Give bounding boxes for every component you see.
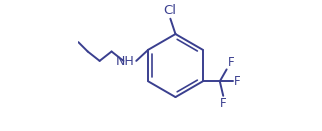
Text: NH: NH [116, 55, 134, 68]
Text: F: F [233, 75, 240, 88]
Text: F: F [220, 97, 227, 110]
Text: F: F [227, 56, 234, 69]
Text: Cl: Cl [163, 4, 176, 17]
